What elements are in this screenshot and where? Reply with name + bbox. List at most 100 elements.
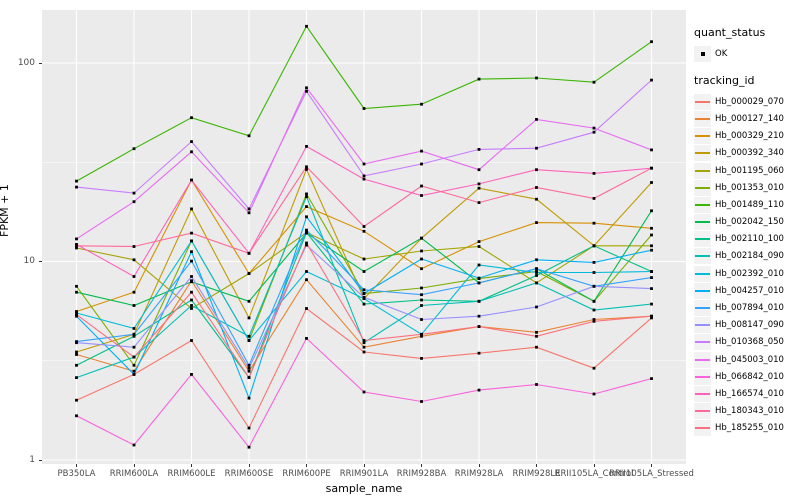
x-tick-label-RRIM928LE: RRIM928LE bbox=[512, 469, 561, 479]
legend-label: Hb_007894_010 bbox=[715, 303, 784, 314]
data-point bbox=[362, 345, 366, 349]
data-point bbox=[535, 305, 538, 309]
data-point bbox=[190, 150, 193, 154]
data-point bbox=[650, 314, 653, 318]
data-point bbox=[362, 270, 366, 273]
legend-item-Hb_008147_090: Hb_008147_090 bbox=[694, 317, 800, 334]
legend-label: Hb_000329_210 bbox=[715, 131, 784, 142]
data-point bbox=[305, 241, 308, 245]
legend-item-Hb_004257_010: Hb_004257_010 bbox=[694, 282, 800, 299]
data-point bbox=[305, 337, 308, 340]
data-point bbox=[477, 351, 481, 355]
series-color-line-icon bbox=[695, 289, 710, 292]
data-point bbox=[247, 211, 251, 215]
y-tick-label: 10 bbox=[23, 256, 35, 266]
data-point bbox=[190, 259, 193, 263]
data-point bbox=[420, 267, 423, 271]
x-tick-label-RRIM600SE: RRIM600SE bbox=[224, 469, 274, 479]
data-point bbox=[362, 288, 366, 292]
legend-item-Hb_185255_010: Hb_185255_010 bbox=[694, 420, 800, 437]
series-color-line-icon bbox=[695, 117, 710, 120]
legend-key-swatch bbox=[694, 334, 711, 351]
legend-key-swatch bbox=[694, 162, 711, 179]
data-point bbox=[305, 231, 308, 234]
data-point bbox=[247, 207, 251, 211]
y-tick-mark bbox=[39, 62, 42, 64]
legend-item-Hb_001195_060: Hb_001195_060 bbox=[694, 162, 800, 179]
legend-key-swatch bbox=[694, 196, 711, 213]
data-point bbox=[247, 134, 251, 138]
data-point bbox=[190, 207, 193, 211]
data-point bbox=[477, 201, 481, 204]
x-tick-mark bbox=[248, 464, 250, 467]
data-point bbox=[535, 281, 538, 285]
data-point bbox=[190, 231, 193, 235]
data-point bbox=[592, 308, 596, 312]
data-point bbox=[535, 345, 538, 349]
data-point bbox=[650, 302, 653, 306]
legend-key-swatch bbox=[694, 231, 711, 248]
x-tick-label-PB350LA: PB350LA bbox=[57, 469, 96, 479]
legend-key-swatch bbox=[694, 385, 711, 402]
legend-item-Hb_180343_010: Hb_180343_010 bbox=[694, 403, 800, 420]
series-color-line-icon bbox=[695, 375, 710, 378]
series-color-line-icon bbox=[695, 272, 710, 275]
legend-title-quant-status: quant_status bbox=[694, 26, 766, 39]
data-point bbox=[75, 414, 78, 418]
series-color-line-icon bbox=[695, 169, 710, 172]
data-point bbox=[535, 186, 538, 189]
data-point bbox=[535, 271, 538, 274]
data-point bbox=[535, 221, 538, 224]
data-point bbox=[362, 257, 366, 261]
legend-item-Hb_007894_010: Hb_007894_010 bbox=[694, 299, 800, 317]
legend-label-ok: OK bbox=[715, 48, 728, 59]
legend-key-swatch bbox=[694, 110, 711, 127]
data-point bbox=[190, 339, 193, 342]
series-color-line-icon bbox=[695, 307, 710, 310]
legend-item-ok: OK bbox=[694, 45, 800, 62]
data-point bbox=[592, 271, 596, 274]
data-point bbox=[362, 174, 366, 178]
data-point bbox=[305, 307, 308, 310]
legend-key-ok bbox=[694, 45, 711, 62]
data-point bbox=[362, 229, 366, 233]
data-point bbox=[650, 166, 653, 170]
data-point bbox=[362, 177, 366, 181]
data-point bbox=[592, 261, 596, 264]
data-point bbox=[75, 179, 78, 183]
legend-key-swatch bbox=[694, 403, 711, 420]
data-point bbox=[535, 76, 538, 80]
data-point bbox=[305, 195, 308, 199]
data-point bbox=[132, 147, 136, 151]
data-point bbox=[592, 284, 596, 288]
data-point bbox=[75, 244, 78, 248]
data-point bbox=[420, 162, 423, 166]
data-point bbox=[535, 274, 538, 277]
data-point bbox=[75, 314, 78, 318]
series-color-line-icon bbox=[695, 427, 710, 430]
x-tick-mark bbox=[651, 464, 652, 467]
data-point bbox=[362, 225, 366, 228]
data-point bbox=[535, 168, 538, 172]
legend-label: Hb_002042_150 bbox=[715, 217, 784, 228]
x-tick-label-RRIM600LE: RRIM600LE bbox=[167, 469, 216, 479]
legend-label: Hb_002184_090 bbox=[715, 251, 784, 262]
series-color-line-icon bbox=[695, 152, 710, 155]
data-point bbox=[132, 200, 136, 204]
data-point bbox=[362, 339, 366, 342]
legend-key-swatch bbox=[694, 248, 711, 265]
legend-item-Hb_002392_010: Hb_002392_010 bbox=[694, 265, 800, 282]
data-point bbox=[132, 258, 136, 262]
x-tick-mark bbox=[76, 464, 77, 467]
data-point bbox=[592, 172, 596, 175]
legend-item-Hb_000029_070: Hb_000029_070 bbox=[694, 93, 800, 110]
data-point bbox=[305, 192, 308, 196]
data-point bbox=[247, 366, 251, 370]
data-point bbox=[477, 263, 481, 267]
legend-key-swatch bbox=[694, 420, 711, 437]
data-point bbox=[362, 107, 366, 110]
data-point bbox=[535, 383, 538, 386]
legend-item-Hb_002042_150: Hb_002042_150 bbox=[694, 214, 800, 231]
data-point bbox=[247, 445, 251, 449]
